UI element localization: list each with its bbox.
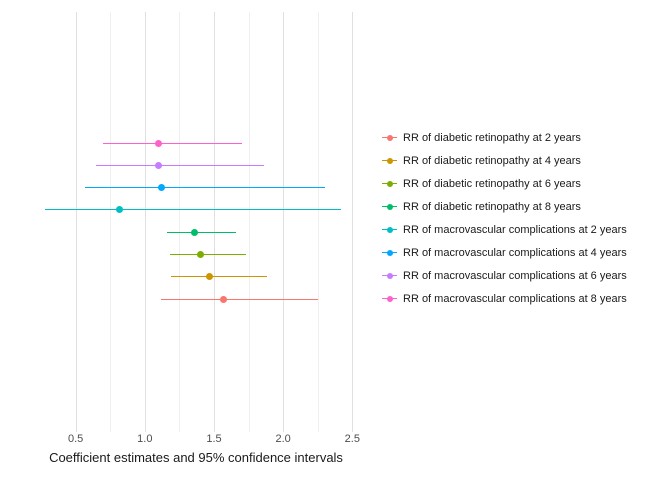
legend-label: RR of diabetic retinopathy at 2 years bbox=[403, 131, 581, 144]
gridline-minor bbox=[110, 12, 112, 432]
x-axis-title: Coefficient estimates and 95% confidence… bbox=[49, 450, 343, 465]
gridline-major bbox=[352, 12, 354, 432]
x-tick-label: 0.5 bbox=[67, 433, 84, 445]
legend-label: RR of diabetic retinopathy at 6 years bbox=[403, 177, 581, 190]
confidence-interval bbox=[96, 164, 264, 166]
legend-key-dot bbox=[386, 249, 393, 256]
legend-key-icon bbox=[381, 129, 398, 146]
legend-label: RR of macrovascular complications at 8 y… bbox=[403, 292, 627, 305]
point-estimate bbox=[155, 161, 163, 169]
point-estimate bbox=[220, 295, 228, 303]
gridline-major bbox=[144, 12, 146, 432]
legend-key-icon bbox=[381, 290, 398, 307]
legend-label: RR of diabetic retinopathy at 4 years bbox=[403, 154, 581, 167]
confidence-interval bbox=[45, 209, 342, 211]
confidence-interval bbox=[103, 142, 242, 144]
legend-key-dot bbox=[386, 272, 393, 279]
x-tick-label: 2.5 bbox=[344, 433, 360, 445]
legend-key-dot bbox=[386, 295, 393, 302]
confidence-interval bbox=[161, 298, 318, 300]
legend-item: RR of diabetic retinopathy at 2 years bbox=[381, 126, 627, 149]
gridline-minor bbox=[179, 12, 181, 432]
legend-key-dot bbox=[386, 157, 393, 164]
point-estimate bbox=[157, 184, 165, 192]
legend-key-icon bbox=[381, 244, 398, 261]
plot-panel bbox=[30, 12, 362, 432]
legend-key-icon bbox=[381, 267, 398, 284]
x-tick-label: 2.0 bbox=[275, 433, 291, 445]
legend-label: RR of diabetic retinopathy at 8 years bbox=[403, 200, 581, 213]
legend-item: RR of macrovascular complications at 4 y… bbox=[381, 241, 627, 264]
legend-label: RR of macrovascular complications at 4 y… bbox=[403, 246, 627, 259]
point-estimate bbox=[206, 273, 214, 281]
legend-label: RR of macrovascular complications at 6 y… bbox=[403, 269, 627, 282]
legend-key-icon bbox=[381, 198, 398, 215]
point-estimate bbox=[196, 251, 204, 258]
legend-key-dot bbox=[386, 203, 393, 210]
legend-item: RR of diabetic retinopathy at 8 years bbox=[381, 195, 627, 218]
legend-item: RR of macrovascular complications at 6 y… bbox=[381, 264, 627, 287]
point-estimate bbox=[191, 228, 199, 236]
legend-item: RR of macrovascular complications at 2 y… bbox=[381, 218, 627, 241]
point-estimate bbox=[155, 139, 163, 147]
gridline-minor bbox=[317, 12, 319, 432]
legend-item: RR of diabetic retinopathy at 4 years bbox=[381, 149, 627, 172]
gridline-major bbox=[213, 12, 215, 432]
x-tick-label: 1.0 bbox=[137, 433, 153, 445]
legend: RR of diabetic retinopathy at 2 years RR … bbox=[381, 126, 627, 310]
legend-key-dot bbox=[386, 226, 393, 233]
gridline-major bbox=[283, 12, 285, 432]
legend-label: RR of macrovascular complications at 2 y… bbox=[403, 223, 627, 236]
legend-key-icon bbox=[381, 152, 398, 169]
confidence-interval bbox=[169, 254, 246, 255]
confidence-interval bbox=[85, 187, 325, 189]
legend-item: RR of macrovascular complications at 8 y… bbox=[381, 287, 627, 310]
legend-key-icon bbox=[381, 221, 398, 238]
confidence-interval bbox=[166, 231, 237, 233]
legend-key-icon bbox=[381, 175, 398, 192]
point-estimate bbox=[116, 206, 124, 214]
x-tick-label: 1.5 bbox=[206, 433, 222, 445]
legend-item: RR of diabetic retinopathy at 6 years bbox=[381, 172, 627, 195]
gridline-minor bbox=[248, 12, 250, 432]
gridline-major bbox=[75, 12, 77, 432]
legend-key-dot bbox=[386, 134, 393, 141]
legend-key-dot bbox=[386, 180, 393, 187]
confidence-interval bbox=[171, 276, 267, 278]
